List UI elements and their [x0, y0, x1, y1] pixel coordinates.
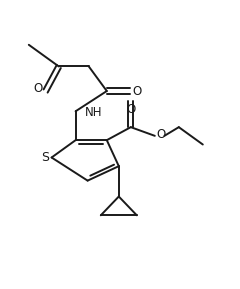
Text: NH: NH — [85, 106, 103, 119]
Text: O: O — [34, 82, 43, 95]
Text: S: S — [41, 151, 49, 164]
Text: O: O — [156, 128, 165, 141]
Text: O: O — [126, 103, 135, 116]
Text: O: O — [132, 85, 141, 97]
